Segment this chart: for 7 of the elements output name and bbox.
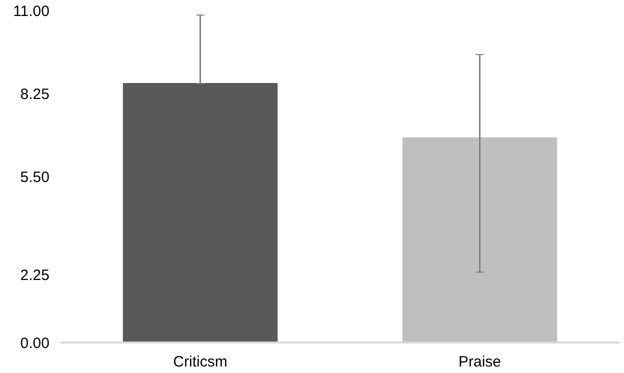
y-tick-label: 8.25 <box>20 86 50 103</box>
y-tick-label: 11.00 <box>13 3 50 20</box>
y-tick-label: 5.50 <box>20 169 50 186</box>
y-tick-label: 0.00 <box>20 335 50 352</box>
x-tick-label: Criticsm <box>173 354 228 370</box>
y-tick-label: 2.25 <box>20 267 50 284</box>
x-tick-label: Praise <box>458 354 502 370</box>
